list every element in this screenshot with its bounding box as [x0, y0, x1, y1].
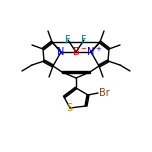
Text: F: F: [65, 35, 71, 45]
Text: F: F: [81, 35, 87, 45]
Text: +: +: [95, 46, 101, 52]
Text: S: S: [66, 103, 72, 113]
Text: B: B: [73, 47, 79, 57]
Text: N: N: [57, 47, 65, 57]
Text: N: N: [87, 47, 95, 57]
Text: Br: Br: [99, 88, 109, 98]
Text: −: −: [80, 46, 86, 52]
